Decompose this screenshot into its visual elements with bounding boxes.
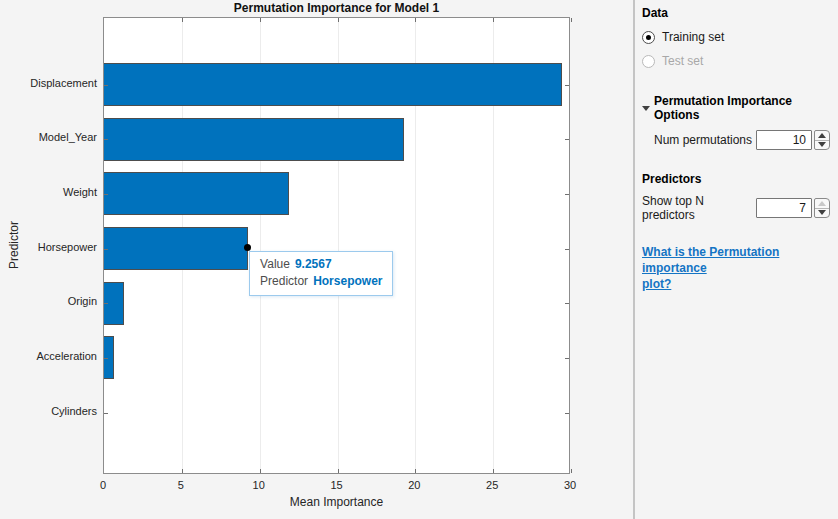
options-panel: Data Training set Test set Permutation I… [635,0,838,519]
y-tick-mark [104,303,108,304]
num-permutations-label: Num permutations [654,133,752,147]
show-top-predictors-spinner [756,198,830,218]
bar[interactable] [104,63,562,106]
plot-area [103,17,570,474]
y-tick-mark [104,249,108,250]
x-tick-mark [338,469,339,473]
num-permutations-spinner [756,130,830,150]
y-tick-label: Model_Year [0,130,97,145]
num-permutations-decrement-button[interactable] [815,140,829,150]
x-tick-label: 15 [330,479,342,491]
test-set-radio: Test set [642,54,830,68]
x-tick-label: 10 [253,479,265,491]
chart-title: Permutation Importance for Model 1 [103,1,570,15]
chart-panel: Permutation Importance for Model 1 Mean … [0,0,633,519]
x-axis-label: Mean Importance [103,495,570,509]
datatip: Value9.2567 PredictorHorsepower [249,251,393,296]
test-set-label: Test set [662,54,703,68]
radio-unselected-icon [642,55,655,68]
permutation-options-expander[interactable]: Permutation Importance Options [642,94,830,122]
x-tick-mark [415,469,416,473]
show-top-predictors-spin-buttons [814,198,830,218]
training-set-radio[interactable]: Training set [642,30,830,44]
arrow-up-icon [818,133,826,138]
show-top-predictors-label: Show top N predictors [642,194,756,222]
x-tick-mark [571,18,572,22]
training-set-label: Training set [662,30,724,44]
x-tick-mark [260,18,261,22]
show-top-predictors-row: Show top N predictors [642,194,830,222]
x-tick-label: 5 [178,479,184,491]
y-tick-label: Horsepower [0,240,97,255]
x-tick-label: 25 [486,479,498,491]
y-tick-mark [565,139,569,140]
y-tick-mark [565,413,569,414]
y-tick-label: Origin [0,294,97,309]
datatip-value-row: Value9.2567 [260,256,382,273]
y-tick-mark [565,249,569,250]
show-top-predictors-increment-button [815,199,829,208]
app-window: Permutation Importance for Model 1 Mean … [0,0,838,519]
x-tick-label: 0 [100,479,106,491]
radio-selected-icon [642,31,655,44]
arrow-up-disabled-icon [818,201,826,206]
y-tick-label: Weight [0,185,97,200]
y-tick-mark [565,358,569,359]
y-tick-mark [104,358,108,359]
predictors-section-header: Predictors [642,172,830,186]
x-tick-mark [493,18,494,22]
x-tick-label: 20 [408,479,420,491]
permutation-options-header: Permutation Importance Options [654,94,830,122]
x-tick-mark [182,18,183,22]
collapse-arrow-icon [642,106,650,111]
y-tick-mark [565,303,569,304]
y-tick-mark [104,85,108,86]
show-top-predictors-input[interactable] [756,198,812,218]
help-link-line1: What is the Permutation importance [642,244,838,276]
show-top-predictors-decrement-button[interactable] [815,208,829,218]
x-tick-mark [260,469,261,473]
x-tick-mark [415,18,416,22]
help-link-line2: plot? [642,276,838,292]
num-permutations-spin-buttons [814,130,830,150]
y-tick-label: Displacement [0,76,97,91]
help-link[interactable]: What is the Permutation importance plot? [642,244,838,292]
arrow-down-icon [818,210,826,215]
x-tick-mark [493,469,494,473]
datatip-marker-icon [244,244,251,251]
bar[interactable] [104,227,248,270]
y-tick-mark [104,413,108,414]
bar[interactable] [104,172,289,215]
data-section-header: Data [642,6,830,20]
y-tick-mark [565,194,569,195]
bar[interactable] [104,118,404,161]
num-permutations-increment-button[interactable] [815,131,829,140]
num-permutations-input[interactable] [756,130,812,150]
num-permutations-row: Num permutations [642,130,830,150]
y-tick-label: Acceleration [0,349,97,364]
y-tick-mark [104,194,108,195]
y-tick-label: Cylinders [0,404,97,419]
x-tick-mark [571,469,572,473]
y-tick-mark [104,139,108,140]
arrow-down-icon [818,142,826,147]
x-tick-mark [182,469,183,473]
y-tick-mark [565,85,569,86]
x-tick-label: 30 [564,479,576,491]
datatip-predictor-row: PredictorHorsepower [260,273,382,290]
x-tick-mark [338,18,339,22]
